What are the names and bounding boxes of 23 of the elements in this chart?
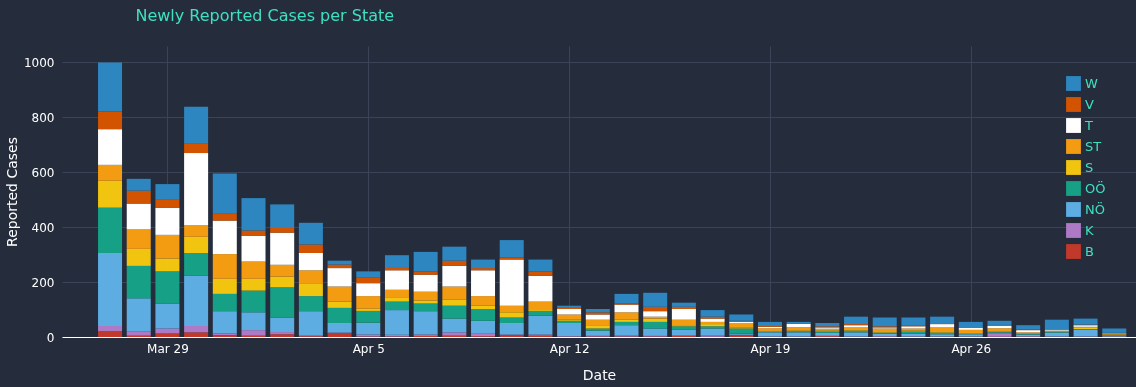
y-tick-label: 200 xyxy=(31,275,55,290)
y-axis-title: Reported Cases xyxy=(3,137,20,247)
chart-title: Newly Reported Cases per State xyxy=(135,6,395,25)
y-tick-label: 600 xyxy=(31,165,55,180)
y-tick-label: 1000 xyxy=(23,55,55,70)
x-tick-label: Apr 12 xyxy=(549,341,590,356)
y-tick-label: 0 xyxy=(46,330,55,345)
x-tick-label: Apr 5 xyxy=(352,341,385,356)
y-tick-label: 800 xyxy=(31,110,55,125)
legend-label: W xyxy=(1085,75,1098,91)
legend-label: S xyxy=(1085,159,1094,175)
legend-label: K xyxy=(1085,222,1094,238)
legend-label: T xyxy=(1084,117,1093,133)
x-tick-label: Apr 26 xyxy=(951,341,992,356)
legend-label: B xyxy=(1085,243,1094,259)
legend-label: ST xyxy=(1085,138,1102,154)
legend-label: OÖ xyxy=(1085,179,1106,196)
x-tick-label: Mar 29 xyxy=(147,341,189,356)
legend-label: NÖ xyxy=(1085,200,1105,217)
x-axis-title: Date xyxy=(582,366,617,383)
y-tick-label: 400 xyxy=(31,220,55,235)
x-tick-label: Apr 19 xyxy=(750,341,791,356)
legend-label: V xyxy=(1085,96,1094,112)
